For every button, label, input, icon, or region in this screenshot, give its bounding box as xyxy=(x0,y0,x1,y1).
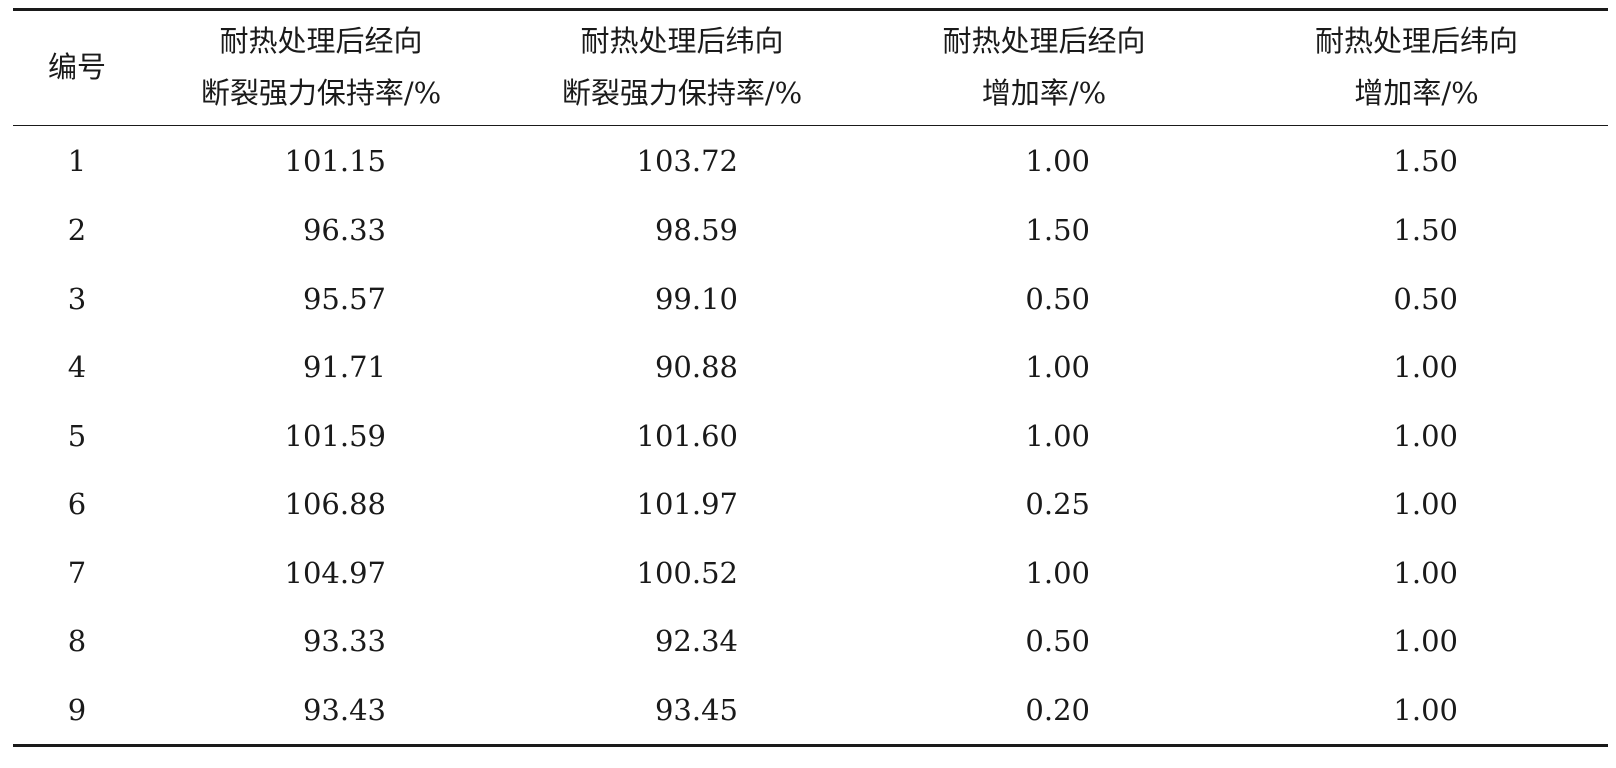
table-row: 9 93.43 93.45 0.20 1.00 xyxy=(13,676,1608,746)
table-row: 1 101.15 103.72 1.00 1.50 xyxy=(13,126,1608,197)
cell-id: 1 xyxy=(67,144,87,178)
cell-warp-retention: 91.71 xyxy=(302,350,386,385)
cell-id: 5 xyxy=(67,418,87,453)
heat-treatment-table: 编号 耐热处理后经向 断裂强力保持率/% 耐热处理后纬向 断裂强力保持率/% 耐… xyxy=(13,8,1608,747)
header-warp-increase-line2: 增加率/% xyxy=(981,76,1107,110)
cell-warp-retention: 95.57 xyxy=(302,281,386,316)
header-id-label: 编号 xyxy=(47,50,106,84)
table-row: 4 91.71 90.88 1.00 1.00 xyxy=(13,333,1608,402)
cell-weft-increase: 1.00 xyxy=(1393,555,1458,590)
table-row: 3 95.57 99.10 0.50 0.50 xyxy=(13,265,1608,334)
cell-warp-retention: 101.59 xyxy=(284,418,386,453)
header-weft-retention: 耐热处理后纬向 断裂强力保持率/% xyxy=(501,10,863,126)
cell-warp-retention: 106.88 xyxy=(284,487,386,522)
header-warp-increase: 耐热处理后经向 增加率/% xyxy=(863,10,1225,126)
cell-warp-increase: 1.50 xyxy=(1025,213,1090,248)
cell-weft-retention: 90.88 xyxy=(654,350,738,385)
cell-weft-increase: 1.50 xyxy=(1393,213,1458,248)
cell-weft-increase: 1.50 xyxy=(1393,144,1458,178)
header-warp-retention-line2: 断裂强力保持率/% xyxy=(200,76,442,110)
cell-weft-retention: 92.34 xyxy=(654,624,738,659)
cell-warp-increase: 0.25 xyxy=(1025,487,1090,522)
cell-id: 6 xyxy=(67,487,87,522)
cell-warp-retention: 93.43 xyxy=(302,692,386,727)
cell-weft-increase: 0.50 xyxy=(1393,281,1458,316)
cell-warp-increase: 0.50 xyxy=(1025,281,1090,316)
table-row: 6 106.88 101.97 0.25 1.00 xyxy=(13,470,1608,539)
cell-weft-increase: 1.00 xyxy=(1393,350,1458,385)
cell-id: 9 xyxy=(67,692,87,727)
cell-weft-retention: 101.97 xyxy=(636,487,738,522)
cell-id: 8 xyxy=(67,624,87,659)
table-row: 8 93.33 92.34 0.50 1.00 xyxy=(13,607,1608,676)
cell-warp-retention: 96.33 xyxy=(302,213,386,248)
data-table-container: 编号 耐热处理后经向 断裂强力保持率/% 耐热处理后纬向 断裂强力保持率/% 耐… xyxy=(13,8,1608,747)
cell-id: 4 xyxy=(67,350,87,385)
cell-warp-increase: 1.00 xyxy=(1025,418,1090,453)
header-warp-increase-line1: 耐热处理后经向 xyxy=(942,24,1146,58)
cell-weft-retention: 101.60 xyxy=(636,418,738,453)
header-weft-increase: 耐热处理后纬向 增加率/% xyxy=(1225,10,1608,126)
header-weft-increase-line1: 耐热处理后纬向 xyxy=(1314,24,1518,58)
table-row: 5 101.59 101.60 1.00 1.00 xyxy=(13,402,1608,471)
cell-weft-increase: 1.00 xyxy=(1393,418,1458,453)
cell-warp-retention: 101.15 xyxy=(284,144,386,178)
header-warp-retention: 耐热处理后经向 断裂强力保持率/% xyxy=(141,10,501,126)
table-header: 编号 耐热处理后经向 断裂强力保持率/% 耐热处理后纬向 断裂强力保持率/% 耐… xyxy=(13,9,1608,126)
cell-warp-increase: 1.00 xyxy=(1025,555,1090,590)
header-warp-retention-line1: 耐热处理后经向 xyxy=(219,24,423,58)
cell-warp-increase: 1.00 xyxy=(1025,350,1090,385)
table-body: 1 101.15 103.72 1.00 1.50 2 96.33 98.59 … xyxy=(13,126,1608,746)
cell-weft-increase: 1.00 xyxy=(1393,624,1458,659)
cell-warp-increase: 0.20 xyxy=(1025,692,1090,727)
cell-id: 2 xyxy=(67,213,87,248)
header-weft-retention-line1: 耐热处理后纬向 xyxy=(580,24,784,58)
cell-id: 3 xyxy=(67,281,87,316)
header-id: 编号 xyxy=(13,10,141,126)
cell-weft-retention: 93.45 xyxy=(654,692,738,727)
table-row: 2 96.33 98.59 1.50 1.50 xyxy=(13,196,1608,265)
cell-id: 7 xyxy=(67,555,87,590)
cell-weft-retention: 103.72 xyxy=(636,144,738,178)
cell-warp-retention: 104.97 xyxy=(284,555,386,590)
header-weft-increase-line2: 增加率/% xyxy=(1354,76,1479,110)
cell-weft-retention: 98.59 xyxy=(654,213,738,248)
cell-weft-increase: 1.00 xyxy=(1393,692,1458,727)
cell-weft-increase: 1.00 xyxy=(1393,487,1458,522)
header-row: 编号 耐热处理后经向 断裂强力保持率/% 耐热处理后纬向 断裂强力保持率/% 耐… xyxy=(13,9,1608,126)
table-row: 7 104.97 100.52 1.00 1.00 xyxy=(13,539,1608,608)
cell-warp-retention: 93.33 xyxy=(302,624,386,659)
header-weft-retention-line2: 断裂强力保持率/% xyxy=(561,76,803,110)
cell-warp-increase: 1.00 xyxy=(1025,144,1090,178)
cell-warp-increase: 0.50 xyxy=(1025,624,1090,659)
cell-weft-retention: 100.52 xyxy=(636,555,738,590)
cell-weft-retention: 99.10 xyxy=(654,281,738,316)
